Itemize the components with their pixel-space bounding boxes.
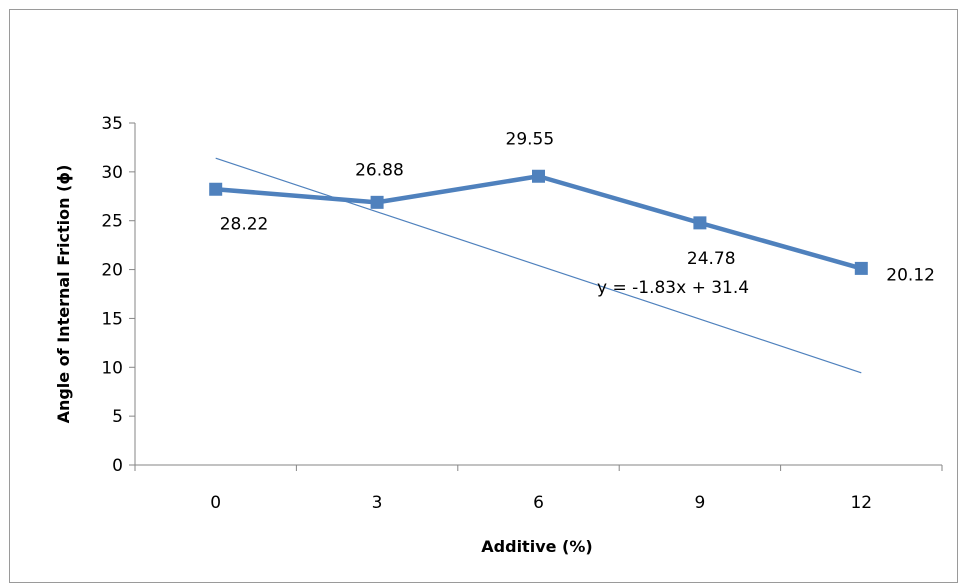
x-tick-label: 3	[372, 493, 383, 513]
y-tick-label: 30	[101, 163, 123, 183]
data-point-marker	[532, 169, 545, 183]
y-axis-title: Angle of Internal Friction (ɸ)	[54, 165, 73, 424]
trendline-group	[215, 157, 862, 374]
y-tick-label: 5	[112, 407, 123, 427]
y-tick-label: 0	[112, 456, 123, 476]
x-tick-label: 12	[850, 493, 872, 513]
data-labels-group: 28.22 26.88 29.55 24.78 20.12	[220, 129, 935, 285]
y-tick-label: 35	[101, 114, 123, 134]
y-tick-label: 20	[101, 261, 123, 281]
data-label: 24.78	[687, 249, 736, 269]
series-group	[209, 169, 868, 275]
axes: 0 5 10 15 20 25 30 35 0 3 6 9 12	[101, 114, 943, 513]
y-tick-label: 25	[101, 212, 123, 232]
trendline	[215, 157, 862, 374]
data-label: 20.12	[886, 265, 935, 285]
x-tick-label: 0	[210, 493, 221, 513]
data-point-marker	[209, 182, 223, 196]
data-label: 26.88	[355, 160, 404, 180]
data-point-marker	[370, 195, 384, 209]
x-tick-label: 6	[533, 493, 544, 513]
trendline-equation: y = -1.83x + 31.4	[597, 278, 749, 298]
data-label: 29.55	[506, 129, 555, 149]
x-tick-label: 9	[694, 493, 705, 513]
data-label: 28.22	[220, 214, 269, 234]
data-point-marker	[854, 261, 868, 275]
data-point-marker	[693, 216, 707, 230]
chart-frame	[9, 9, 958, 583]
x-axis-title: Additive (%)	[481, 537, 592, 556]
y-tick-label: 15	[101, 309, 123, 329]
y-tick-label: 10	[101, 358, 123, 378]
